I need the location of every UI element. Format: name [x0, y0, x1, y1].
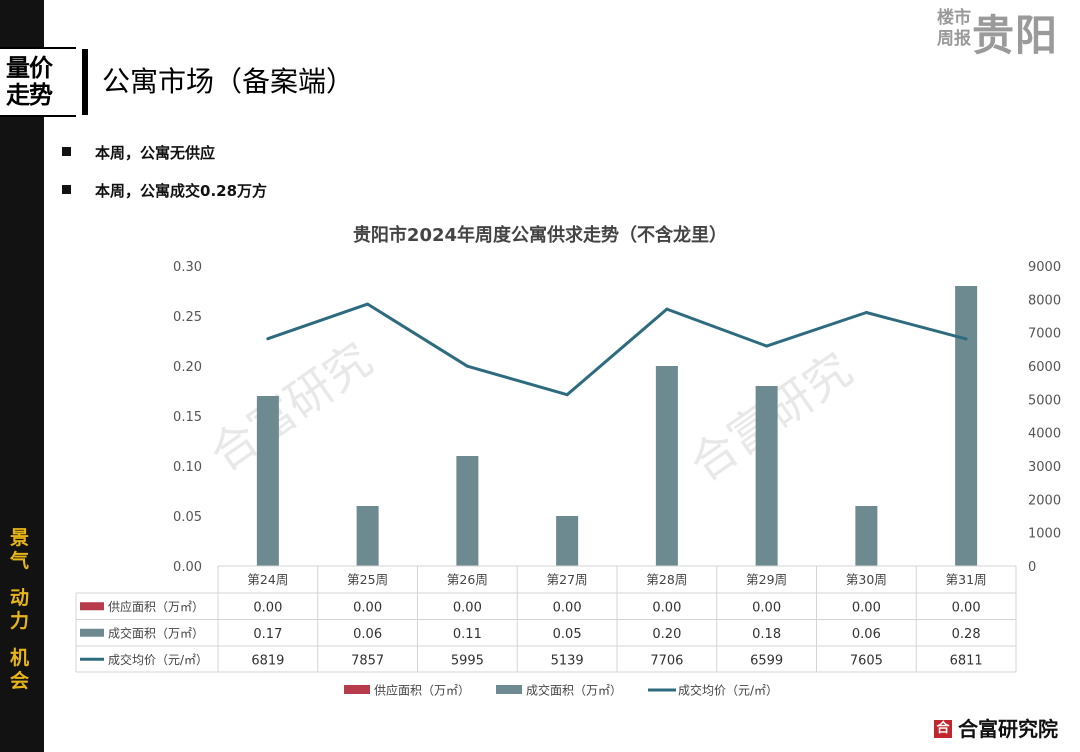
y-right-tick-label: 1000: [1028, 527, 1061, 542]
chart-title: 贵阳市2024年周度公寓供求走势（不含龙里）: [352, 225, 728, 246]
data-label: 0.20: [652, 627, 681, 642]
legend-label: 成交均价（元/㎡）: [678, 683, 778, 698]
section-tag: 量价 走势: [0, 47, 76, 117]
bullet-square-icon: [62, 185, 71, 194]
x-tick-label: 第29周: [746, 572, 787, 587]
data-label: 0.06: [353, 627, 382, 642]
data-label: 0.17: [253, 627, 282, 642]
table-legend-swatch: [80, 628, 104, 637]
legend-swatch: [496, 685, 522, 694]
y-left-tick-label: 0.10: [173, 460, 202, 475]
y-right-tick-label: 6000: [1028, 360, 1061, 375]
deal-area-bar: [755, 386, 778, 566]
y-left-tick-label: 0.30: [173, 260, 202, 275]
data-label: 7857: [351, 653, 384, 668]
bullet-text-2: 本周，公寓成交0.28万方: [95, 182, 268, 200]
brand-subtitle: 楼市 周报: [937, 8, 971, 49]
table-legend-swatch: [80, 602, 104, 611]
deal-area-bar: [855, 506, 878, 566]
data-label: 6599: [750, 653, 783, 668]
data-label: 0.00: [952, 600, 981, 615]
deal-area-bar: [955, 286, 978, 566]
data-label: 7605: [850, 653, 883, 668]
data-label: 5995: [451, 653, 484, 668]
data-label: 0.00: [752, 600, 781, 615]
y-right-tick-label: 4000: [1028, 427, 1061, 442]
data-label: 6819: [251, 653, 284, 668]
data-label: 0.11: [453, 627, 482, 642]
y-left-tick-label: 0.15: [173, 410, 202, 425]
y-right-tick-label: 9000: [1028, 260, 1061, 275]
watermark-1: 合富研究: [200, 332, 382, 482]
data-label: 0.28: [952, 627, 981, 642]
side-words: 景气 动力 机会: [10, 527, 34, 707]
table-row-label: 供应面积（万㎡）: [108, 599, 204, 614]
data-label: 0.00: [253, 600, 282, 615]
data-label: 0.05: [553, 627, 582, 642]
data-label: 0.00: [553, 600, 582, 615]
price-point: [266, 337, 270, 341]
side-word-1: 景气: [10, 527, 30, 572]
data-label: 0.00: [852, 600, 881, 615]
data-label: 7706: [650, 653, 683, 668]
x-tick-label: 第24周: [247, 572, 288, 587]
footer-brand-text: 合富研究院: [958, 717, 1058, 741]
y-left-tick-label: 0.25: [173, 310, 202, 325]
y-right-tick-label: 2000: [1028, 493, 1061, 508]
data-label: 0.00: [652, 600, 681, 615]
deal-area-bar: [256, 396, 279, 566]
x-tick-label: 第27周: [547, 572, 588, 587]
price-point: [366, 302, 370, 306]
bullet-item-2: 本周，公寓成交0.28万方: [62, 180, 267, 201]
data-label: 0.00: [353, 600, 382, 615]
price-line: [267, 302, 967, 397]
x-tick-label: 第28周: [646, 572, 687, 587]
tag-divider: [82, 49, 88, 115]
price-point: [864, 311, 868, 314]
data-label: 0.06: [852, 627, 881, 642]
deal-area-bar: [456, 456, 479, 566]
data-label: 0.18: [752, 627, 781, 642]
bullet-square-icon: [62, 147, 71, 156]
brand-city: 贵阳: [971, 11, 1058, 60]
deal-area-bar: [655, 366, 678, 566]
y-right-tick-label: 5000: [1028, 393, 1061, 408]
side-word-2: 动力: [10, 587, 30, 632]
y-right-tick-label: 8000: [1028, 293, 1061, 308]
bullet-item-1: 本周，公寓无供应: [62, 142, 215, 163]
price-point: [565, 393, 569, 397]
y-right-tick-label: 0: [1028, 560, 1036, 575]
y-left-tick-label: 0.00: [173, 560, 202, 575]
side-word-3: 机会: [10, 647, 30, 692]
bullet-text-1: 本周，公寓无供应: [95, 144, 216, 162]
company-logo-icon: 合: [934, 719, 952, 738]
legend-label: 供应面积（万㎡）: [374, 683, 470, 698]
section-tag-text: 量价 走势: [6, 54, 53, 109]
footer-brand: 合合富研究院: [934, 713, 1058, 742]
y-left-tick-label: 0.05: [173, 510, 202, 525]
data-label: 6811: [950, 653, 983, 668]
price-point: [465, 364, 469, 368]
data-label: 0.00: [453, 600, 482, 615]
left-sidebar: [0, 0, 44, 752]
y-right-tick-label: 7000: [1028, 327, 1061, 342]
deal-area-bar: [556, 516, 579, 566]
table-row-label: 成交面积（万㎡）: [108, 625, 204, 640]
page-title: 公寓市场（备案端）: [102, 65, 355, 98]
x-tick-label: 第30周: [846, 572, 887, 587]
price-point: [964, 337, 968, 341]
x-tick-label: 第25周: [347, 572, 388, 587]
x-tick-label: 第31周: [946, 572, 987, 587]
legend-label: 成交面积（万㎡）: [526, 683, 622, 698]
x-tick-label: 第26周: [447, 572, 488, 587]
deal-area-bar: [356, 506, 379, 566]
price-point: [765, 344, 769, 348]
legend-swatch: [344, 685, 370, 694]
data-label: 5139: [551, 653, 584, 668]
y-right-tick-label: 3000: [1028, 460, 1061, 475]
y-left-tick-label: 0.20: [173, 360, 202, 375]
price-point: [665, 307, 669, 311]
table-row-label: 成交均价（元/㎡）: [108, 652, 208, 667]
